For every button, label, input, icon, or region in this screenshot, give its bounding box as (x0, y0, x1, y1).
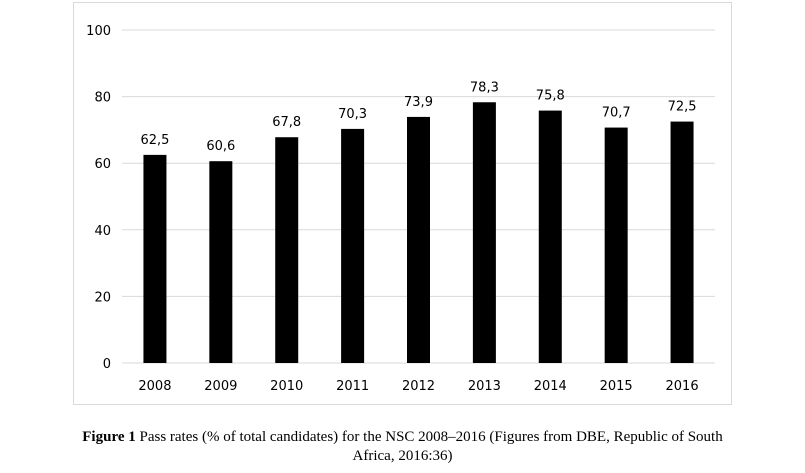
x-tick-label: 2012 (402, 379, 435, 394)
caption-line-1: Figure 1 Pass rates (% of total candidat… (0, 428, 805, 447)
data-label: 72,5 (668, 100, 697, 115)
data-label: 62,5 (140, 133, 169, 148)
caption-text-1: Pass rates (% of total candidates) for t… (139, 429, 723, 445)
data-label: 70,3 (338, 107, 367, 122)
bar (275, 137, 299, 363)
x-tick-label: 2016 (666, 379, 699, 394)
y-tick-label: 60 (94, 157, 111, 172)
data-label: 60,6 (206, 139, 235, 154)
caption-label: Figure 1 (82, 429, 136, 445)
x-tick-label: 2015 (600, 379, 633, 394)
x-tick-label: 2009 (204, 379, 237, 394)
bar (472, 102, 496, 364)
x-tick-label: 2008 (138, 379, 171, 394)
y-tick-label: 80 (94, 91, 111, 106)
bar (670, 121, 694, 363)
caption-text-2: Africa, 2016:36) (352, 448, 453, 464)
x-tick-label: 2011 (336, 379, 369, 394)
figure-caption: Figure 1 Pass rates (% of total candidat… (0, 428, 805, 466)
chart-frame (73, 2, 732, 405)
bar-chart: 0 20 40 60 80 100 62,5 2008 60,6 2009 67,8 2010 70,3… (86, 24, 715, 394)
y-tick-label: 20 (94, 290, 111, 305)
y-tick-label: 40 (94, 224, 111, 239)
bar (341, 128, 365, 363)
x-tick-label: 2014 (534, 379, 567, 394)
y-tick-label: 100 (86, 24, 111, 39)
bar (604, 127, 628, 363)
x-tick-label: 2013 (468, 379, 501, 394)
bar (209, 161, 233, 363)
data-label: 78,3 (470, 80, 499, 95)
bar (407, 116, 430, 364)
data-label: 70,7 (602, 106, 631, 121)
data-label: 67,8 (272, 115, 301, 130)
data-label: 75,8 (536, 89, 565, 104)
data-label: 73,9 (404, 95, 433, 110)
bar (143, 154, 167, 363)
bar (538, 110, 562, 363)
y-tick-label: 0 (103, 357, 111, 372)
x-tick-label: 2010 (270, 379, 303, 394)
